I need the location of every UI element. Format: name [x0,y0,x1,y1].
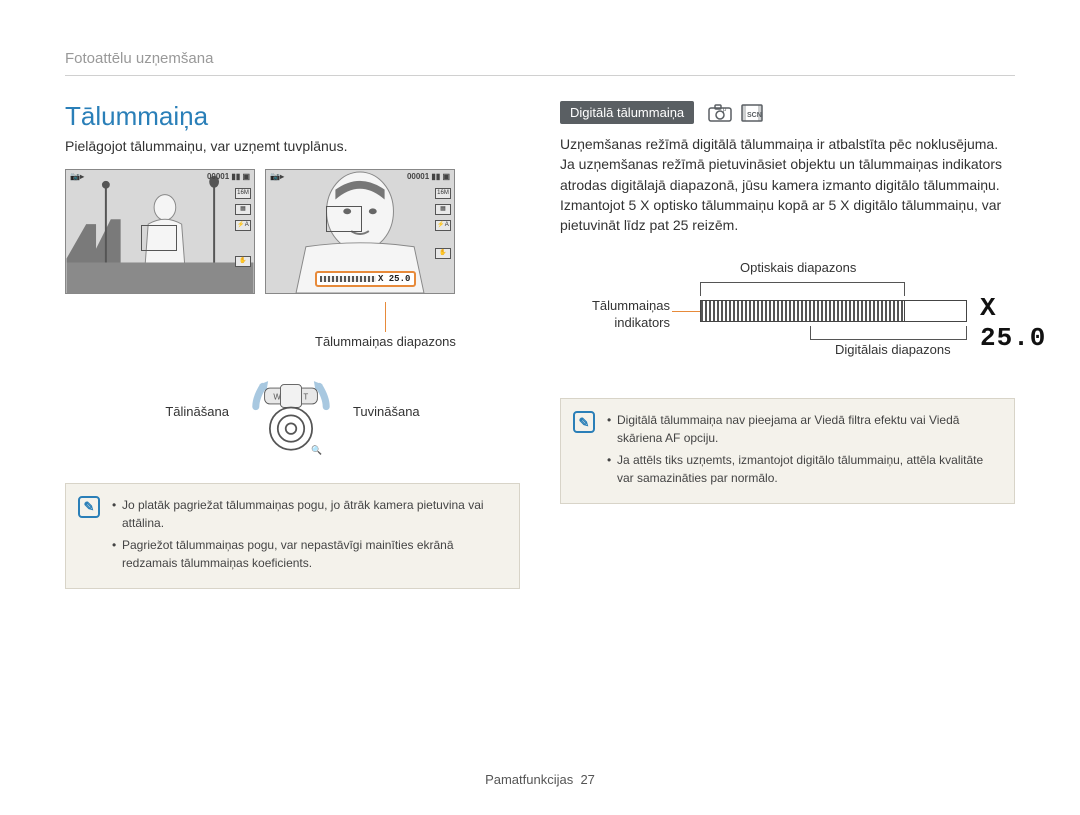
indicator-callout-line [672,311,700,312]
page-subtitle: Pielāgojot tālummaiņu, var uzņemt tuvplā… [65,138,520,154]
svg-text:W: W [273,393,281,402]
callout-line [385,302,386,332]
note-icon: ✎ [78,496,100,518]
resolution-badge: 16M [235,188,251,199]
setting-badge-1: ▦ [235,204,251,215]
note-item: Digitālā tālummaiņa nav pieejama ar Vied… [607,411,1000,447]
note-icon: ✎ [573,411,595,433]
digital-range-label: Digitālais diapazons [835,342,951,357]
flash-badge: ⚡A [435,220,451,231]
svg-text:SCN: SCN [747,112,762,119]
svg-text:🔍: 🔍 [311,444,322,455]
setting-badge-1: ▦ [435,204,451,215]
zoom-diagram: Optiskais diapazons Tālummaiņas indikato… [560,260,1015,370]
focus-rect [326,206,362,232]
zoom-dial-row: Tālināšana W T 🔍 Tuvināšana [65,367,520,455]
optical-bar [700,300,905,322]
zoom-out-label: Tālināšana [165,404,229,419]
optical-range-label: Optiskais diapazons [740,260,856,275]
zoom-x25-readout: X 25.0 [980,293,1046,353]
flash-badge: ⚡A [235,220,251,231]
zoom-range-label: Tālummaiņas diapazons [315,334,520,349]
zoom-dial-icon: W T 🔍 [247,367,335,455]
focus-rect [141,225,177,251]
note-item: Jo platāk pagriežat tālummaiņas pogu, jo… [112,496,505,532]
resolution-badge: 16M [435,188,451,199]
note-item: Ja attēls tiks uzņemts, izmantojot digit… [607,451,1000,487]
zoom-bar-value: X 25.0 [378,274,410,284]
digital-zoom-tag: Digitālā tālummaiņa [560,101,694,124]
zoom-in-label: Tuvināšana [353,404,420,419]
camera-p-mode-icon: p [707,104,733,122]
body-text: Uzņemšanas režīmā digitālā tālummaiņa ir… [560,134,1015,235]
page-footer: Pamatfunkcijas 27 [0,772,1080,787]
stabilizer-badge: ✋ [235,256,251,267]
camera-mode-icon: 📷▸ [70,172,84,181]
indicator-label: Tālummaiņas indikators [590,298,670,332]
preview-screens: 📷▸ 00001 ▮▮ ▣ 16M ▦ ⚡A ✋ [65,169,520,294]
breadcrumb: Fotoattēlu uzņemšana [65,50,1015,76]
note-item: Pagriežot tālummaiņas pogu, var nepastāv… [112,536,505,572]
preview-wide: 📷▸ 00001 ▮▮ ▣ 16M ▦ ⚡A ✋ [65,169,255,294]
stabilizer-badge: ✋ [435,248,451,259]
scene-mode-icon: SCN [739,104,765,122]
footer-section: Pamatfunkcijas [485,772,573,787]
right-column: Digitālā tālummaiņa p SCN Uzņemšanas rež… [560,101,1015,589]
digital-bar [905,300,967,322]
zoom-bar-highlight: X 25.0 [315,271,417,287]
shot-counter: 00001 [207,172,229,181]
shot-counter: 00001 [407,172,429,181]
preview-zoomed: 📷▸ 00001 ▮▮ ▣ 16M ▦ ⚡A ✋ X 25.0 [265,169,455,294]
page-title: Tālummaiņa [65,101,520,132]
left-column: Tālummaiņa Pielāgojot tālummaiņu, var uz… [65,101,520,589]
section-header: Digitālā tālummaiņa p SCN [560,101,1015,124]
svg-text:T: T [303,393,308,402]
camera-mode-icon: 📷▸ [270,172,284,181]
footer-page: 27 [580,772,594,787]
note-box-right: ✎ Digitālā tālummaiņa nav pieejama ar Vi… [560,398,1015,504]
note-box-left: ✎ Jo platāk pagriežat tālummaiņas pogu, … [65,483,520,589]
